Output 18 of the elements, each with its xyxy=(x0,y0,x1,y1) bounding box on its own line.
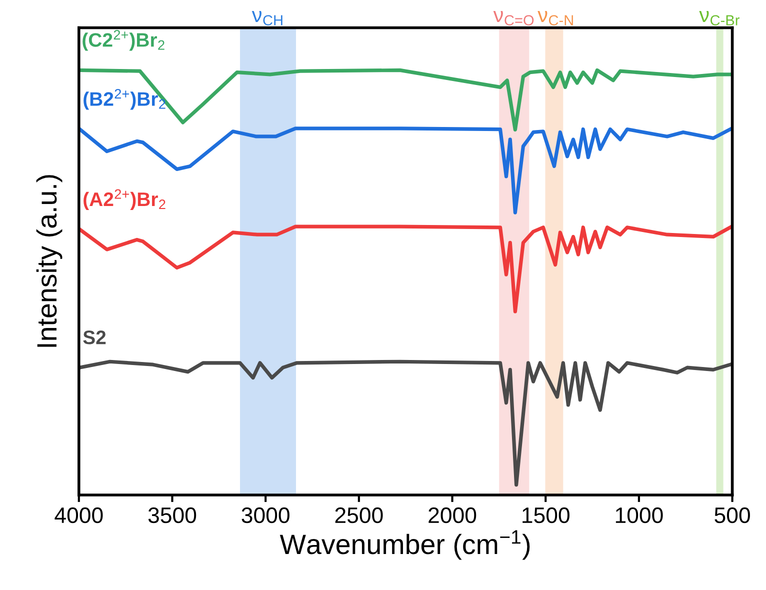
x-tick-label: 3000 xyxy=(242,507,290,524)
series-label: (C2$^{2+}$)Br$_{2}$ xyxy=(82,30,164,51)
band-label: ν$_{C-N}$ xyxy=(538,10,573,26)
series-label: (B2$^{2+}$)Br$_{2}$ xyxy=(84,89,166,110)
band-label: ν$_{C=O}$ xyxy=(493,10,534,26)
series-label: S2 xyxy=(83,330,106,344)
x-tick-label: 2000 xyxy=(428,507,476,524)
x-tick-label: 4000 xyxy=(54,507,103,524)
y-axis-title: Intensity (a.u.) xyxy=(36,175,62,347)
x-axis-title: Wavenumber (cm$^{−1}$) xyxy=(280,530,530,560)
x-tick-label: 1500 xyxy=(522,507,570,524)
x-tick-label: 1000 xyxy=(616,507,663,524)
series-label: (A2$^{2+}$)Br$_{2}$ xyxy=(84,189,166,210)
band-label: ν$_{CH}$ xyxy=(252,10,282,26)
x-tick-label: 2500 xyxy=(335,507,383,524)
x-tick-label: 3500 xyxy=(148,507,196,524)
x-tick-label: 500 xyxy=(714,507,750,524)
band-label: ν$_{C-Br}$ xyxy=(699,10,740,26)
